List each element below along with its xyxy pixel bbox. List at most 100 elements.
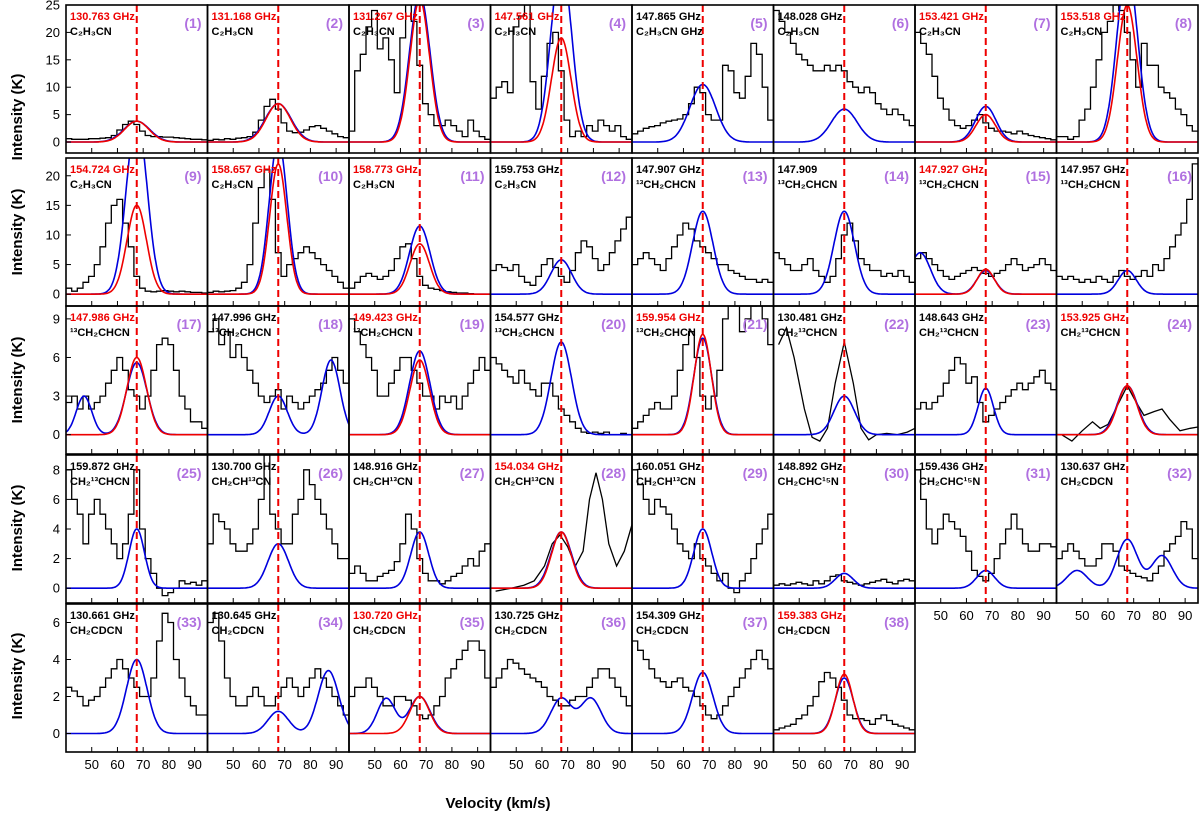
panel-3: 131.267 GHz C₂H₃CN (3) [348,4,492,154]
panel-10: 158.657 GHz C₂H₃CN (10) [206,157,350,307]
panel-frequency: 159.872 GHz [70,461,135,473]
panel-plot-area [490,455,632,603]
x-tick-label: 60 [110,757,124,772]
model-total-curve [773,210,915,295]
panel-plot-area [773,604,915,752]
panel-index: (33) [177,614,202,630]
panel-molecule: ¹³CH₂CHCN [636,327,696,339]
x-tick-label: 80 [1152,608,1166,623]
observed-spectrum [1061,384,1198,442]
y-tick-label: 0 [53,287,60,302]
panel-index: (28) [601,465,626,481]
panel-frequency: 147.865 GHz [636,11,701,23]
panel-16: 147.957 GHz ¹³CH₂CHCN (16) [1055,157,1199,307]
panel-17: 147.986 GHz ¹³CH₂CHCN (17) 0 3 6 9 [53,305,209,455]
panel-plot-area [490,306,632,454]
panel-molecule: CH₂CH¹³CN [636,476,696,488]
model-line-curve [207,102,349,143]
panel-frequency: 130.720 GHz [353,610,418,622]
observed-spectrum [632,222,774,283]
y-tick-label: 0 [53,726,60,741]
panel-molecule: C₂H₃CN [70,179,112,191]
model-line-curve [349,242,491,295]
x-tick-label: 80 [1011,608,1025,623]
x-tick-label: 70 [1126,608,1140,623]
panel-index: (36) [601,614,626,630]
panel-index: (34) [318,614,343,630]
observed-spectrum [66,120,208,141]
panel-index: (4) [609,15,626,31]
panel-36: 130.725 GHz CH₂CDCN (36) 50 60 70 80 90 [489,603,633,772]
panel-plot-area [632,5,774,153]
panel-index: (11) [460,168,484,184]
panel-frequency: 149.423 GHz [353,312,418,324]
panel-frequency: 147.986 GHz [70,312,135,324]
y-tick-label: 20 [46,168,60,183]
y-axis-label-row-5: Intensity (K) [9,633,26,720]
observed-spectrum [207,455,349,560]
panel-index: (30) [884,465,909,481]
y-axis-label-row-4: Intensity (K) [9,485,26,572]
panel-35: 130.720 GHz CH₂CDCN (35) 50 60 70 80 90 [348,603,492,772]
panel-plot-area [66,455,208,603]
panel-8: 153.518 GHz C₂H₃CN (8) [1055,4,1199,154]
panel-frame [1055,454,1199,604]
panel-frequency: 148.916 GHz [353,461,418,473]
y-tick-label: 5 [53,107,60,122]
panel-plot-area [1056,455,1198,603]
y-tick-label: 10 [46,80,60,95]
panel-molecule: C₂H₃CN [212,179,254,191]
y-tick-label: 4 [53,522,60,537]
panel-index: (7) [1033,15,1050,31]
panel-molecule: ¹³CH₂CHCN [636,179,696,191]
panel-molecule: ¹³CH₂CHCN [212,327,272,339]
model-total-curve [632,528,774,589]
y-tick-label: 0 [53,135,60,150]
x-tick-label: 50 [84,757,98,772]
y-axis-label-row-3: Intensity (K) [9,337,26,424]
panel-index: (18) [318,316,343,332]
x-tick-label: 60 [393,757,407,772]
x-tick-label: 50 [226,757,240,772]
panel-2: 131.168 GHz C₂H₃CN (2) [206,4,350,154]
panel-index: (13) [743,168,768,184]
panel-plot-area [349,604,491,752]
panel-index: (16) [1167,168,1192,184]
panel-9: 154.724 GHz C₂H₃CN (9) 0 5 10 15 20 [46,157,209,307]
panel-11: 158.773 GHz C₂H₃CN (11) [348,157,492,307]
panel-index: (5) [750,15,767,31]
x-axis-label: Velocity (km/s) [445,795,550,812]
panel-index: (31) [1026,465,1051,481]
panel-frequency: 159.753 GHz [495,164,560,176]
panel-index: (37) [743,614,768,630]
panel-molecule: CH₂CDCN [636,625,689,637]
panel-molecule: ¹³CH₂CHCN [495,327,555,339]
panel-molecule: ¹³CH₂CHCN [353,327,413,339]
panel-5: 147.865 GHz C₂H₃CN GHz (5) [631,4,775,154]
panel-index: (17) [177,316,202,332]
panel-molecule: C₂H₃CN [353,179,395,191]
model-total-curve [1056,538,1198,589]
x-tick-label: 90 [612,757,626,772]
panel-index: (2) [326,15,343,31]
x-tick-label: 50 [650,757,664,772]
y-tick-label: 15 [46,198,60,213]
panel-frequency: 147.927 GHz [919,164,984,176]
panel-frequency: 131.168 GHz [212,11,277,23]
panel-index: (21) [743,316,768,332]
model-line-curve [349,359,491,436]
observed-spectrum [66,198,208,294]
panel-molecule: CH₂CDCN [70,625,123,637]
x-tick-label: 80 [303,757,317,772]
panel-29: 160.051 GHz CH₂CH¹³CN (29) [631,454,775,604]
panel-plot-area [1056,306,1198,454]
panel-plot-area [207,158,349,306]
panel-frequency: 147.907 GHz [636,164,701,176]
x-tick-label: 50 [367,757,381,772]
observed-spectrum [1056,520,1198,582]
x-tick-label: 90 [187,757,201,772]
panel-frequency: 147.957 GHz [1061,164,1126,176]
x-tick-label: 90 [1036,608,1050,623]
panel-index: (27) [460,465,485,481]
